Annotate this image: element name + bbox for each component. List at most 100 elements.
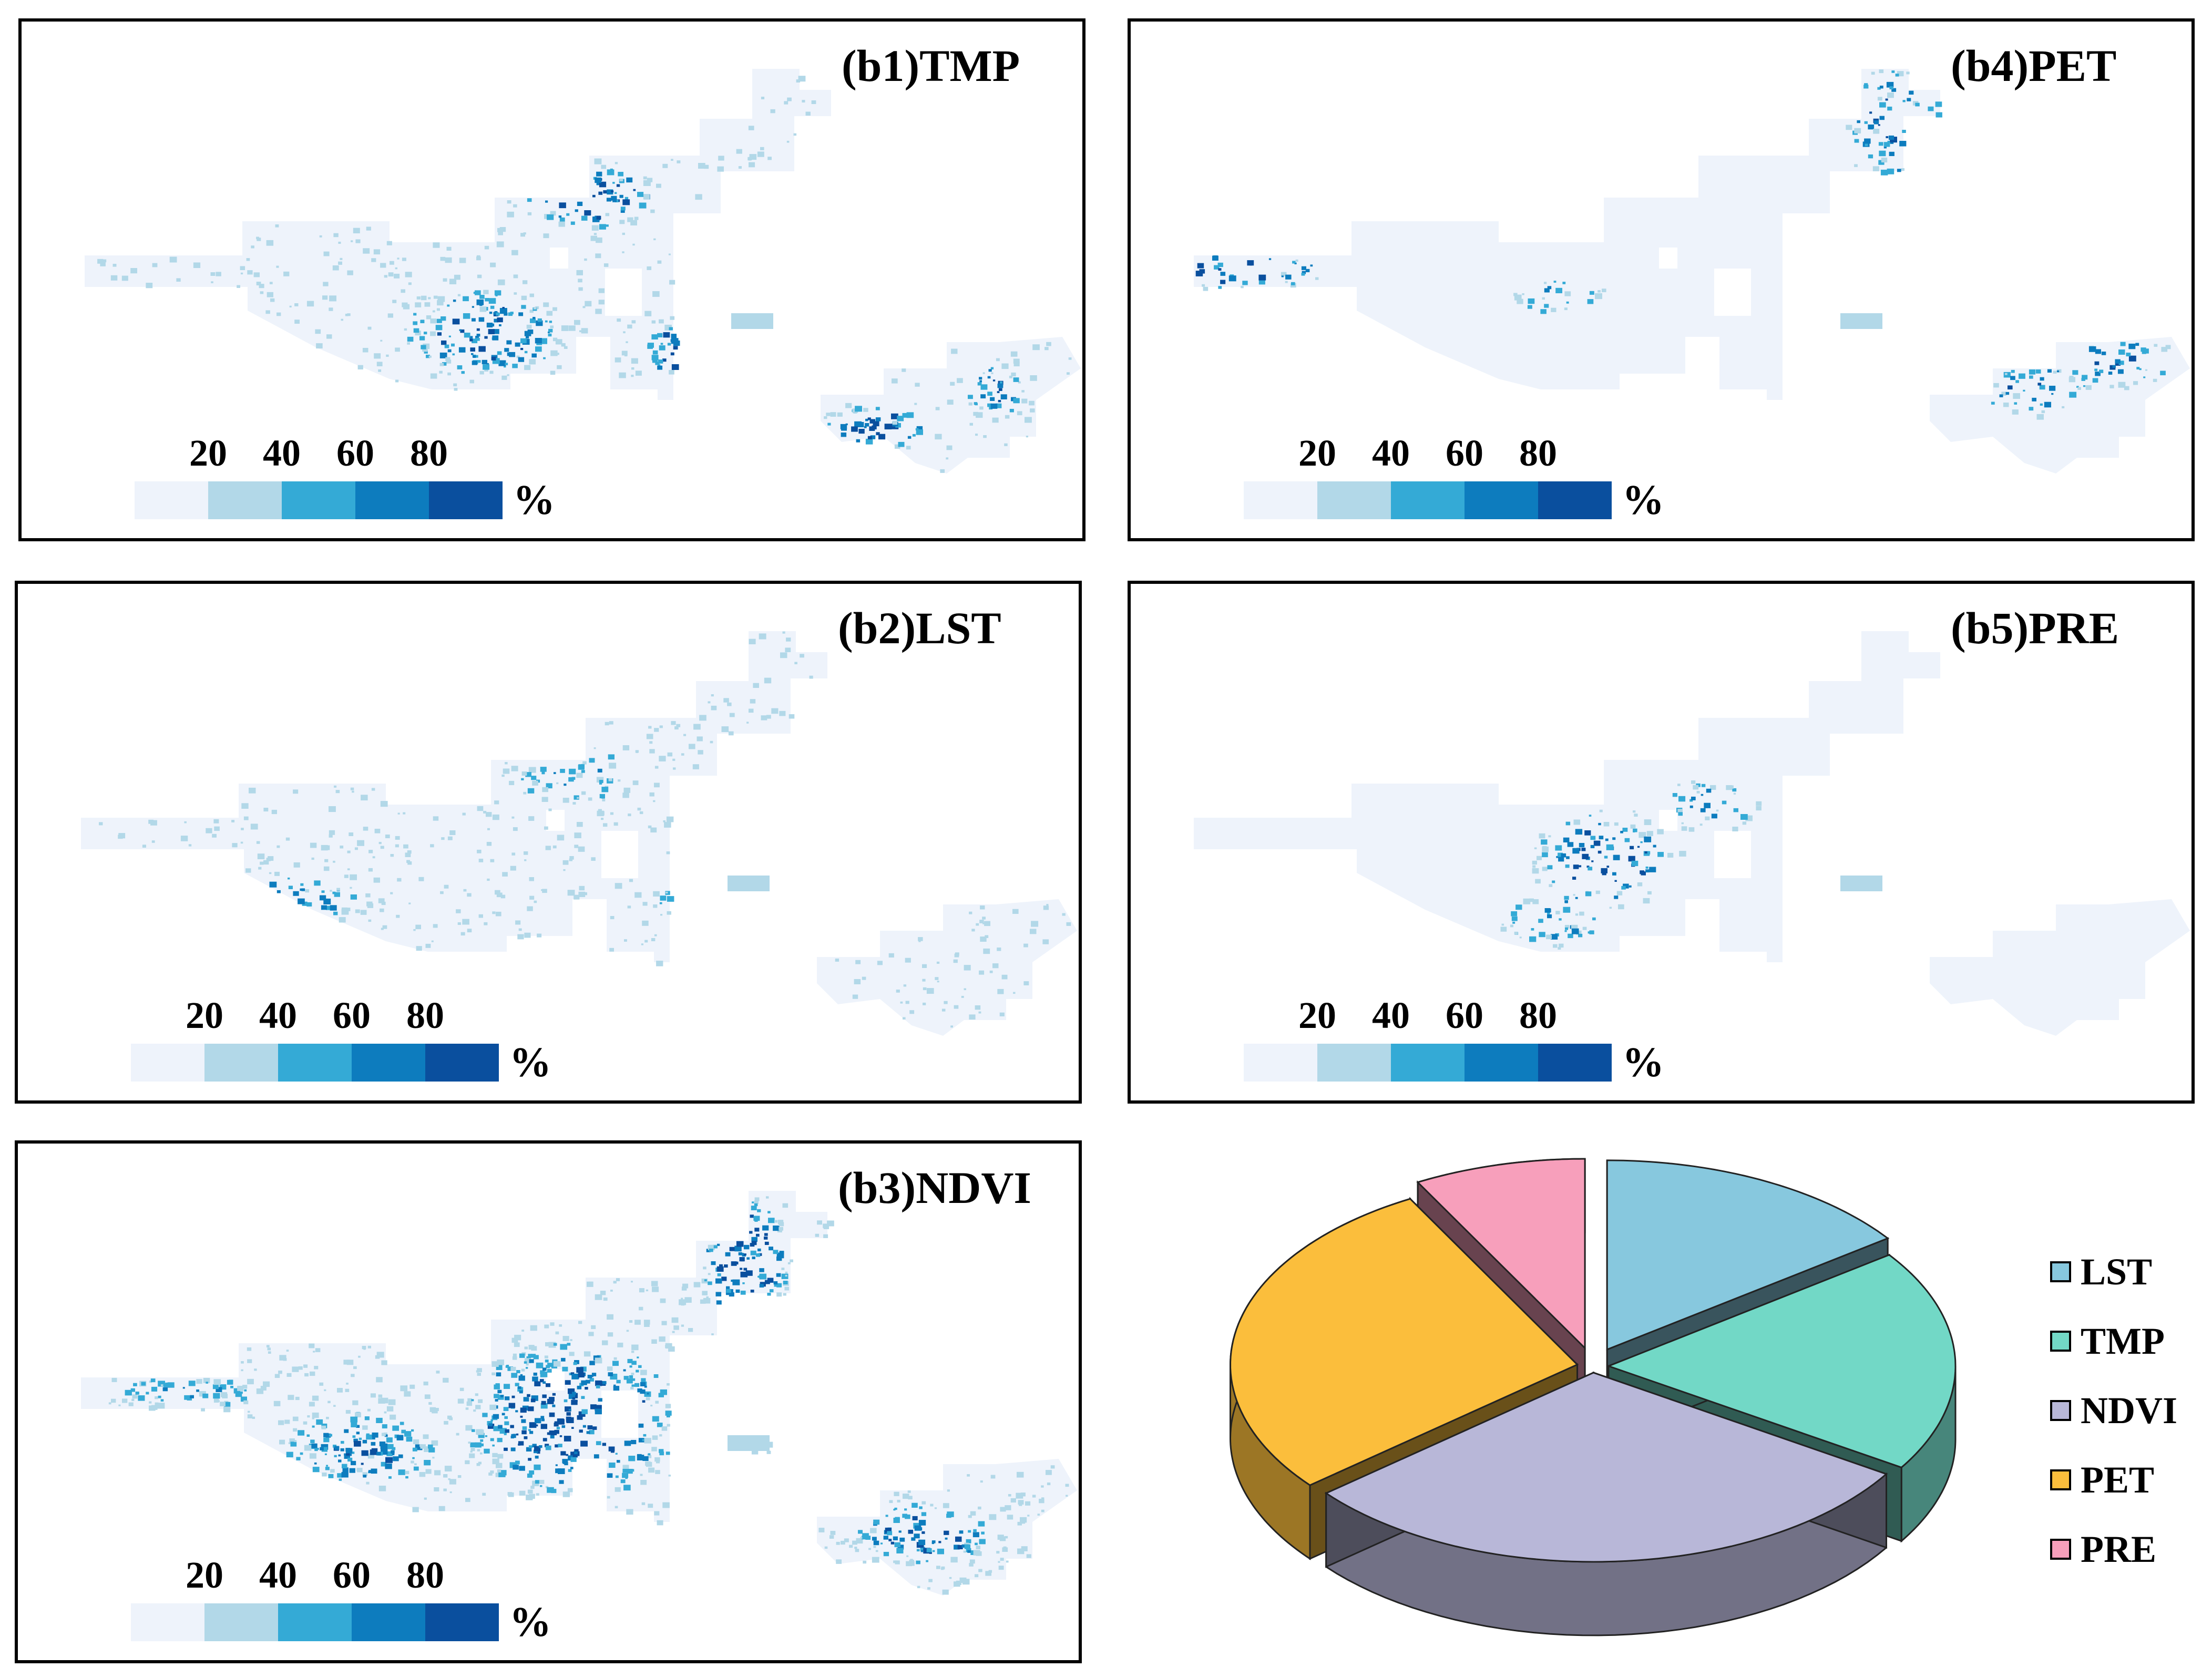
- map-pixel: [798, 76, 806, 82]
- map-pixel: [776, 1283, 782, 1288]
- map-pixel: [1519, 936, 1522, 939]
- map-pixel: [590, 235, 597, 241]
- map-pixel: [1555, 287, 1562, 293]
- map-pixel: [362, 1439, 367, 1444]
- map-pixel: [288, 1442, 291, 1444]
- map-pixel: [577, 1415, 583, 1420]
- map-pixel: [503, 1407, 509, 1411]
- map-pixel: [380, 908, 384, 912]
- map-pixel: [492, 1458, 499, 1465]
- map-pixel: [1564, 291, 1571, 296]
- map-pixel: [535, 1455, 539, 1459]
- map-pixel: [1657, 829, 1664, 835]
- map-pixel: [97, 259, 104, 264]
- map-pixel: [607, 1473, 613, 1478]
- map-pixel: [894, 1491, 899, 1496]
- map-pixel: [2161, 347, 2168, 352]
- map-pixel: [903, 1017, 906, 1020]
- map-pixel: [921, 1531, 925, 1534]
- map-pixel: [476, 337, 480, 341]
- map-pixel: [265, 310, 270, 314]
- map-pixel: [372, 1432, 378, 1438]
- map-pixel: [574, 1449, 579, 1453]
- map-pixel: [669, 327, 673, 331]
- map-pixel: [552, 337, 558, 342]
- map-pixel: [982, 917, 986, 920]
- map-pixel: [975, 1574, 979, 1578]
- map-pixel: [362, 1425, 368, 1430]
- map-pixel: [726, 1289, 731, 1293]
- map-pixel: [596, 777, 604, 783]
- map-pixel: [530, 1398, 536, 1403]
- map-pixel: [146, 1392, 149, 1395]
- map-pixel: [460, 932, 465, 936]
- map-pixel: [666, 1414, 670, 1418]
- map-pixel: [1310, 264, 1313, 267]
- map-pixel: [436, 308, 440, 311]
- map-pixel: [1613, 855, 1620, 860]
- map-pixel: [458, 347, 466, 353]
- map-pixel: [557, 1418, 564, 1424]
- map-pixel: [770, 1289, 774, 1293]
- map-pixel: [665, 1404, 671, 1408]
- map-pixel: [800, 654, 804, 658]
- map-pixel: [577, 201, 583, 206]
- map-pixel: [526, 324, 532, 329]
- map-pixel: [656, 1460, 660, 1464]
- map-pixel: [263, 1381, 270, 1387]
- map-pixel: [667, 911, 671, 915]
- map-pixel: [293, 789, 299, 794]
- map-pixel: [527, 1489, 533, 1494]
- map-pixel: [451, 343, 455, 347]
- map-pixel: [989, 1514, 997, 1520]
- map-pixel: [568, 777, 574, 782]
- map-pixel: [756, 1253, 761, 1257]
- map-pixel: [473, 292, 476, 294]
- map-pixel: [260, 861, 264, 865]
- map-pixel: [523, 280, 528, 284]
- map-pixel: [353, 228, 360, 233]
- map-pixel: [1522, 293, 1524, 295]
- map-pixel: [616, 1380, 621, 1384]
- map-pixel: [622, 1465, 629, 1470]
- map-pixel: [1203, 286, 1209, 291]
- map-pixel: [615, 192, 617, 194]
- map-pixel: [335, 790, 340, 794]
- map-pixel: [1618, 904, 1624, 910]
- map-pixel: [1220, 272, 1226, 276]
- map-pixel: [346, 908, 351, 911]
- map-pixel: [233, 1388, 241, 1394]
- map-pixel: [507, 1366, 514, 1371]
- map-pixel: [717, 166, 724, 172]
- map-pixel: [609, 948, 614, 952]
- region-southeast: [817, 1459, 1077, 1595]
- map-pixel: [729, 713, 735, 717]
- map-pixel: [529, 310, 534, 313]
- map-pixel: [464, 333, 470, 338]
- map-pixel: [1586, 866, 1590, 868]
- map-pixel: [919, 1506, 923, 1509]
- map-pixel: [339, 1478, 342, 1481]
- map-pixel: [773, 1281, 778, 1285]
- map-pixel: [476, 256, 481, 261]
- map-pixel: [486, 323, 493, 328]
- map-pixel: [453, 300, 456, 302]
- map-pixel: [345, 1448, 351, 1452]
- map-pixel: [125, 1389, 132, 1396]
- map-pixel: [1301, 273, 1305, 276]
- map-pixel: [504, 365, 506, 368]
- map-pixel: [206, 828, 212, 833]
- map-pixel: [219, 1384, 227, 1390]
- map-pixel: [576, 773, 583, 778]
- map-pixel: [513, 1465, 519, 1470]
- map-pixel: [553, 1361, 561, 1367]
- map-pixel: [574, 320, 580, 325]
- map-pixel: [583, 1351, 591, 1357]
- map-pixel: [2165, 345, 2171, 349]
- map-pixel: [779, 711, 786, 716]
- map-pixel: [2101, 352, 2106, 355]
- map-pixel: [648, 1467, 655, 1473]
- map-pixel: [253, 272, 260, 277]
- map-pixel: [571, 1399, 578, 1405]
- map-pixel: [344, 1454, 350, 1459]
